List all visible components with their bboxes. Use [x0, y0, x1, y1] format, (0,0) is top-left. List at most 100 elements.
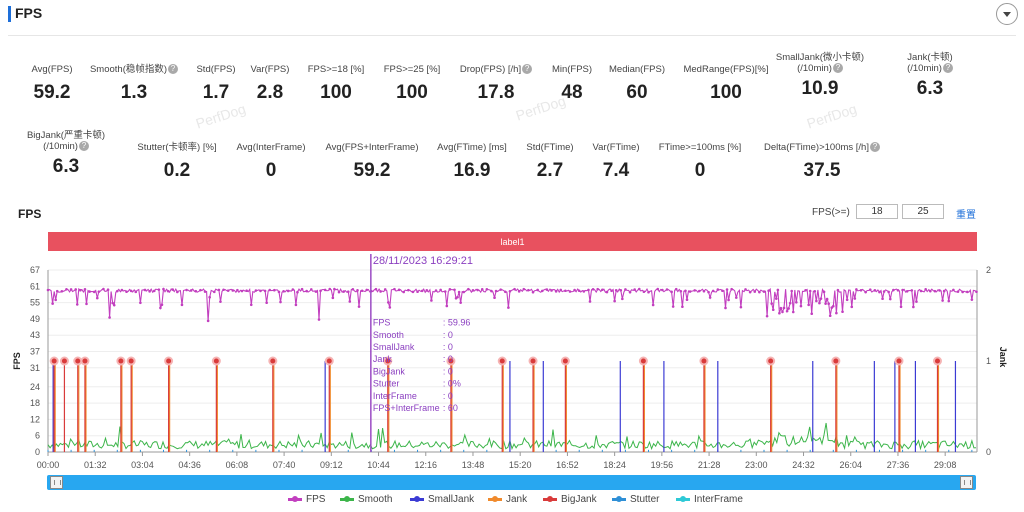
- metric-label: Var(FTime): [546, 142, 686, 153]
- x-tick-label: 24:32: [792, 460, 815, 470]
- metric-label-text: Drop(FPS) [/h]: [459, 64, 522, 75]
- fps-point: [810, 312, 814, 316]
- fps-point: [490, 289, 493, 293]
- fps-point: [970, 298, 974, 301]
- fps-point: [102, 287, 105, 291]
- metric-metrics_row1-5: FPS>=25 [%] 100: [342, 64, 482, 104]
- metric-metrics_row1-9: MedRange(FPS)[%] 100: [656, 64, 796, 104]
- metric-metrics_row1-7: Min(FPS) 48: [502, 64, 642, 104]
- slider-handle-left[interactable]: [50, 476, 63, 489]
- legend-item-fps[interactable]: FPS: [288, 494, 325, 505]
- metric-label-text: SmallJank(微小卡顿): [775, 52, 865, 63]
- x-tick-label: 13:48: [462, 460, 485, 470]
- help-icon[interactable]: ?: [78, 141, 89, 152]
- tooltip-row-name: InterFrame: [373, 391, 417, 401]
- fps-point: [166, 289, 170, 293]
- metric-metrics_row1-4: FPS>=18 [%] 100: [266, 64, 406, 104]
- help-icon[interactable]: ?: [832, 63, 843, 74]
- fps-point: [892, 288, 895, 292]
- y-tick-label: 18: [30, 398, 40, 408]
- legend-item-interframe[interactable]: InterFrame: [676, 494, 743, 505]
- legend-item-stutter[interactable]: Stutter: [612, 494, 659, 505]
- tooltip-row-name: BigJank: [373, 366, 406, 376]
- fps-point: [112, 303, 116, 307]
- metric-value: 100: [396, 82, 428, 103]
- fps-point: [947, 299, 951, 303]
- fps-point: [679, 289, 683, 293]
- legend-item-jank[interactable]: Jank: [488, 494, 527, 505]
- fps-point: [453, 288, 456, 292]
- help-icon[interactable]: ?: [942, 63, 953, 74]
- fps-point: [88, 290, 91, 293]
- help-icon[interactable]: ?: [522, 64, 533, 75]
- fps-point: [702, 289, 706, 293]
- legend-item-smalljank[interactable]: SmallJank: [410, 494, 474, 505]
- fps-point: [407, 288, 410, 292]
- fps-point: [688, 290, 692, 293]
- fps-point: [462, 290, 466, 294]
- metric-label: SmallJank(微小卡顿): [750, 52, 890, 63]
- fps-point: [217, 288, 221, 292]
- metric-value: 2.8: [256, 82, 284, 103]
- bigjank-marker: [499, 358, 505, 364]
- fps-point: [896, 288, 900, 292]
- fps-point: [550, 289, 553, 292]
- fps-point: [621, 297, 624, 301]
- fps-point: [176, 290, 179, 294]
- time-range-slider[interactable]: [47, 475, 976, 490]
- fps-point: [189, 289, 193, 292]
- fps-point: [850, 305, 854, 309]
- fps-point: [744, 288, 747, 291]
- fps-threshold-input-2[interactable]: [902, 204, 944, 219]
- fps-point: [263, 289, 267, 293]
- bigjank-marker: [82, 358, 88, 364]
- fps-point: [494, 289, 498, 293]
- metric-value: 37.5: [803, 160, 841, 181]
- collapse-chevron-icon[interactable]: [996, 3, 1018, 25]
- bigjank-marker: [51, 358, 57, 364]
- fps-point: [781, 310, 784, 314]
- fps-point: [791, 310, 795, 314]
- fps-point: [448, 288, 452, 291]
- fps-point: [716, 288, 720, 291]
- metric-label: Avg(FPS): [0, 64, 122, 75]
- metric-label-text: FPS>=18 [%]: [307, 64, 365, 75]
- y-tick-label: 31: [30, 363, 40, 373]
- fps-point: [924, 287, 927, 291]
- fps-point: [222, 288, 225, 292]
- fps-point: [928, 289, 932, 293]
- fps-point: [356, 289, 359, 292]
- fps-point: [508, 289, 512, 293]
- legend-item-smooth[interactable]: Smooth: [340, 494, 392, 505]
- fps-point: [319, 289, 322, 293]
- y-tick-label: 24: [30, 382, 40, 392]
- metric-value: 100: [320, 82, 352, 103]
- fps-threshold-input-1[interactable]: [856, 204, 898, 219]
- metric-label: Jank(卡顿): [860, 52, 1000, 63]
- fps-point: [651, 303, 655, 307]
- fps-point: [785, 309, 789, 313]
- fps-point: [208, 295, 211, 299]
- fps-point: [610, 289, 613, 293]
- fps-point: [194, 289, 198, 293]
- fps-point: [841, 310, 844, 314]
- fps-point: [185, 288, 188, 292]
- fps-point: [545, 288, 549, 291]
- fps-point: [60, 290, 64, 293]
- tooltip-row-name: Jank: [373, 354, 393, 364]
- metric-label-text: Median(FPS): [609, 64, 665, 75]
- fps-point: [734, 296, 738, 299]
- fps-point: [467, 287, 470, 291]
- reset-link[interactable]: 重置: [956, 210, 976, 221]
- label-band: [48, 232, 977, 251]
- slider-handle-right[interactable]: [960, 476, 973, 489]
- fps-point: [231, 289, 235, 292]
- fps-point: [203, 290, 207, 293]
- help-icon[interactable]: ?: [869, 142, 880, 153]
- help-icon[interactable]: ?: [168, 64, 179, 75]
- fps-point: [540, 289, 544, 293]
- metric-label-unit-text: (/10min): [43, 141, 78, 152]
- fps-point: [605, 290, 609, 294]
- legend-item-bigjank[interactable]: BigJank: [543, 494, 597, 505]
